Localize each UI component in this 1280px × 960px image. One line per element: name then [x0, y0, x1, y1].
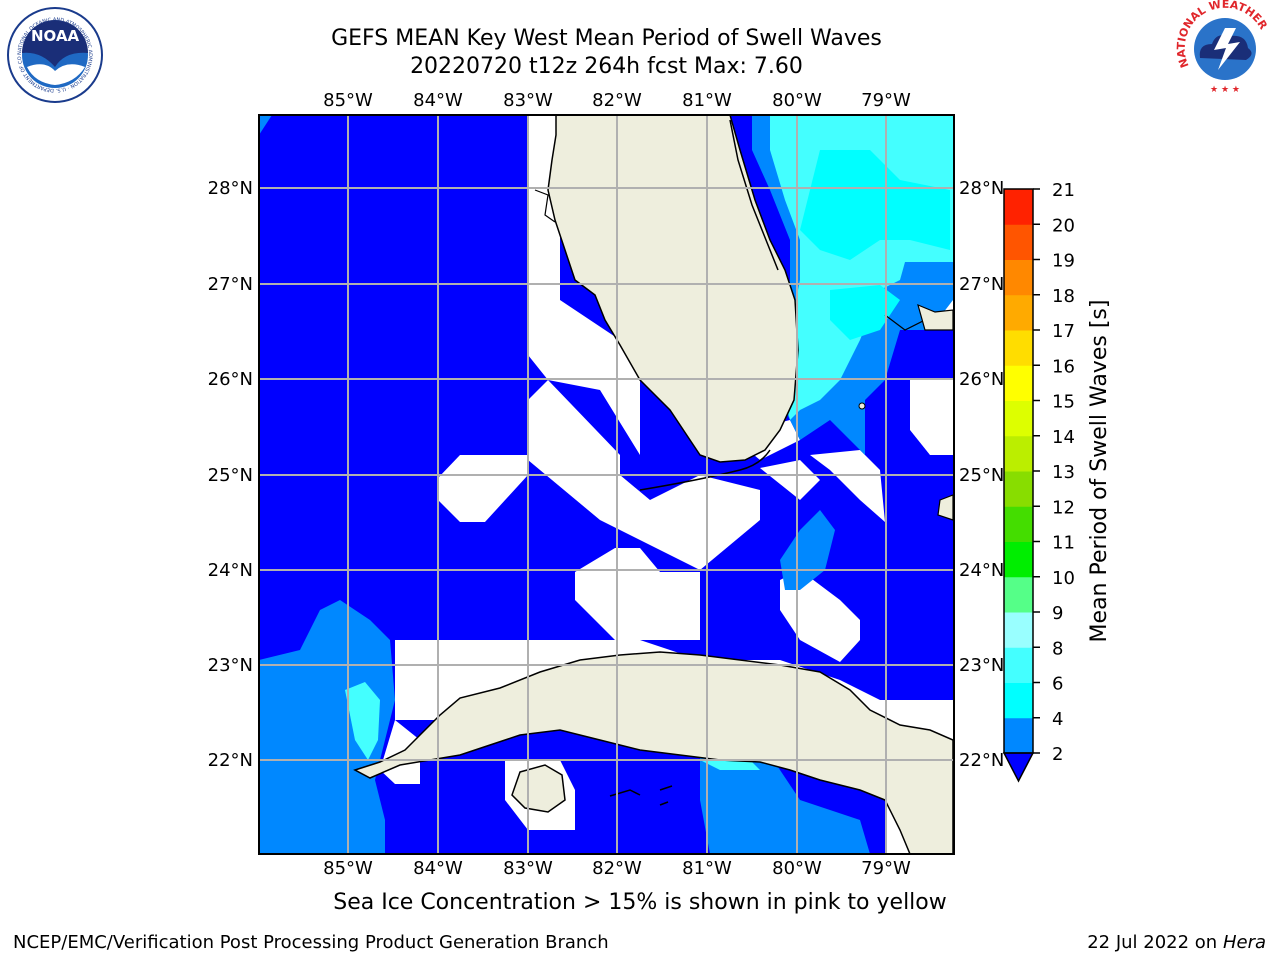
lat-label: 26°N: [959, 369, 1004, 390]
colorbar-tick-label: 15: [1052, 392, 1075, 413]
colorbar-tick-label: 4: [1052, 709, 1063, 730]
colorbar-segment: [1004, 435, 1033, 472]
colorbar-segment: [1004, 365, 1033, 401]
lat-label: 23°N: [208, 655, 253, 676]
colorbar-tick-label: 20: [1052, 215, 1075, 236]
chart-subtitle: 20220720 t12z 264h fcst Max: 7.60: [410, 54, 803, 79]
lat-label: 24°N: [208, 560, 253, 581]
colorbar-segment: [1004, 259, 1033, 296]
ocean-6-8s-core: [800, 150, 950, 340]
lon-label: 80°W: [772, 90, 822, 111]
colorbar-segment: [1004, 471, 1033, 507]
graticule: [259, 115, 954, 854]
colorbar-segment: [1004, 224, 1033, 260]
colorbar-tick-label: 14: [1052, 427, 1075, 448]
noaa-logo-text: NOAA: [31, 27, 80, 45]
nws-logo: NATIONAL WEATHER SERVICE ★ ★ ★: [0, 0, 1270, 95]
colorbar-segment: [1004, 189, 1033, 225]
lon-label: 79°W: [861, 858, 911, 879]
land-isle-of-youth: [511, 764, 566, 813]
lat-label: 22°N: [959, 750, 1004, 771]
lat-label: 28°N: [959, 178, 1004, 199]
colorbar-segment: [1004, 682, 1033, 719]
florida-keys: [639, 449, 771, 491]
lon-label: 80°W: [772, 858, 822, 879]
noaa-logo: NOAA NATIONAL OCEANIC AND ATMOSPHERIC AD…: [3, 1, 103, 103]
colorbar-segment: [1004, 541, 1033, 578]
colorbar-tick-label: 16: [1052, 356, 1075, 377]
lon-labels-bottom: 85°W 84°W 83°W 82°W 81°W 80°W 79°W: [323, 858, 911, 879]
lon-label: 79°W: [861, 90, 911, 111]
lon-label: 81°W: [682, 90, 732, 111]
map-frame: [258, 114, 955, 855]
colorbar-tick-label: 10: [1052, 568, 1075, 589]
colorbar-tick-label: 18: [1052, 286, 1075, 307]
map-area: [259, 115, 954, 854]
colorbar-label: Mean Period of Swell Waves [s]: [1087, 300, 1112, 643]
lon-labels-top: 85°W 84°W 83°W 82°W 81°W 80°W 79°W: [323, 90, 911, 111]
lon-label: 84°W: [413, 858, 463, 879]
lon-label: 83°W: [503, 90, 553, 111]
colorbar-tick-label: 21: [1052, 180, 1075, 201]
lat-labels-right: 28°N 27°N 26°N 25°N 24°N 23°N 22°N: [959, 178, 1004, 771]
colorbar-tick-label: 11: [1052, 533, 1075, 554]
colorbar: 2 4 6 8 9 10 11 12 13 14 15 16 17 18 19 20 21: [1002, 180, 1075, 783]
lon-label: 85°W: [323, 90, 373, 111]
colorbar-tick-label: 17: [1052, 321, 1075, 342]
lon-label: 83°W: [503, 858, 553, 879]
lon-label: 81°W: [682, 858, 732, 879]
nws-ring-text: NATIONAL WEATHER SERVICE: [0, 0, 1270, 70]
lon-label: 84°W: [413, 90, 463, 111]
colorbar-segment: [1004, 506, 1033, 542]
colorbar-tick-label: 2: [1052, 744, 1063, 765]
chart-title: GEFS MEAN Key West Mean Period of Swell …: [331, 26, 882, 51]
colorbar-segment: [1004, 612, 1033, 648]
colorbar-segment: [1004, 717, 1033, 754]
lat-label: 26°N: [208, 369, 253, 390]
lat-label: 22°N: [208, 750, 253, 771]
lat-label: 24°N: [959, 560, 1004, 581]
colorbar-tick-label: 9: [1052, 603, 1063, 624]
colorbar-segment: [1004, 576, 1033, 613]
colorbar-tick-label: 13: [1052, 462, 1075, 483]
lat-label: 28°N: [208, 178, 253, 199]
lat-label: 25°N: [959, 465, 1004, 486]
date-text: 22 Jul 2022 on: [1087, 932, 1218, 953]
colorbar-segment: [1004, 647, 1033, 683]
lat-label: 23°N: [959, 655, 1004, 676]
colorbar-extend-triangle: [1002, 752, 1035, 783]
lat-labels-left: 28°N 27°N 26°N 25°N 24°N 23°N 22°N: [208, 178, 253, 771]
colorbar-tick-label: 8: [1052, 638, 1063, 659]
colorbar-tick-label: 6: [1052, 674, 1063, 695]
lon-label: 82°W: [592, 858, 642, 879]
colorbar-tick-label: 12: [1052, 497, 1075, 518]
lat-label: 27°N: [959, 274, 1004, 295]
lon-label: 85°W: [323, 858, 373, 879]
colorbar-segment: [1004, 330, 1033, 366]
land-florida: [547, 115, 799, 463]
lon-label: 82°W: [592, 90, 642, 111]
colorbar-segment: [1004, 400, 1033, 437]
credit-line: NCEP/EMC/Verification Post Processing Pr…: [13, 932, 609, 953]
lat-label: 25°N: [208, 465, 253, 486]
sea-ice-note: Sea Ice Concentration > 15% is shown in …: [333, 890, 947, 915]
nws-stars: ★ ★ ★: [1210, 85, 1240, 95]
date-line: 22 Jul 2022 on Hera: [1087, 932, 1266, 953]
colorbar-segment: [1004, 294, 1033, 331]
colorbar-tick-label: 19: [1052, 251, 1075, 272]
lat-label: 27°N: [208, 274, 253, 295]
machine-name: Hera: [1222, 932, 1266, 953]
